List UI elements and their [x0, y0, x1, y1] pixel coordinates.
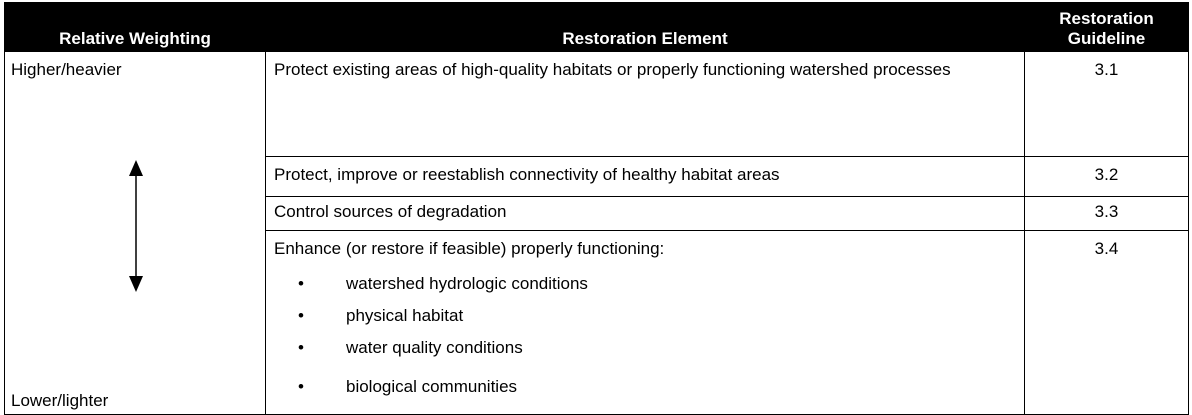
element-cell: Protect existing areas of high-quality h… [265, 51, 1025, 157]
bullet-list: watershed hydrologic conditionsphysical … [274, 268, 1016, 402]
element-cell: Protect, improve or reestablish connecti… [265, 156, 1025, 197]
header-row: Relative Weighting Restoration Element R… [4, 2, 1189, 52]
bullet-item: watershed hydrologic conditions [298, 268, 1016, 300]
row: Enhance (or restore if feasible) properl… [5, 230, 1189, 415]
weight-bottom: Lower/lighter [11, 391, 109, 410]
row: Higher/heavier Lower/lighter Protect exi… [4, 51, 1189, 415]
header-cell: Restoration Guideline [1024, 2, 1189, 52]
guideline-cell: 3.3 [1024, 196, 1189, 231]
header-cell: Relative Weighting [4, 2, 266, 52]
guideline-cell: 3.2 [1024, 156, 1189, 197]
bullet-item: biological communities [298, 372, 1016, 402]
weight-cell: Higher/heavier Lower/lighter [4, 51, 266, 415]
bullet-item: water quality conditions [298, 332, 1016, 364]
row: Protect, improve or reestablish connecti… [5, 156, 1189, 197]
element-cell: Enhance (or restore if feasible) properl… [265, 230, 1025, 415]
weight-top: Higher/heavier [11, 60, 122, 79]
restoration-table: Relative Weighting Restoration Element R… [4, 2, 1189, 415]
element-cell: Control sources of degradation [265, 196, 1025, 231]
bullet-item: physical habitat [298, 300, 1016, 332]
header-cell: Restoration Element [265, 2, 1025, 52]
guideline-cell: 3.1 [1024, 51, 1189, 157]
element-intro: Enhance (or restore if feasible) properl… [274, 239, 665, 258]
double-arrow [129, 160, 143, 292]
guideline-cell: 3.4 [1024, 230, 1189, 415]
